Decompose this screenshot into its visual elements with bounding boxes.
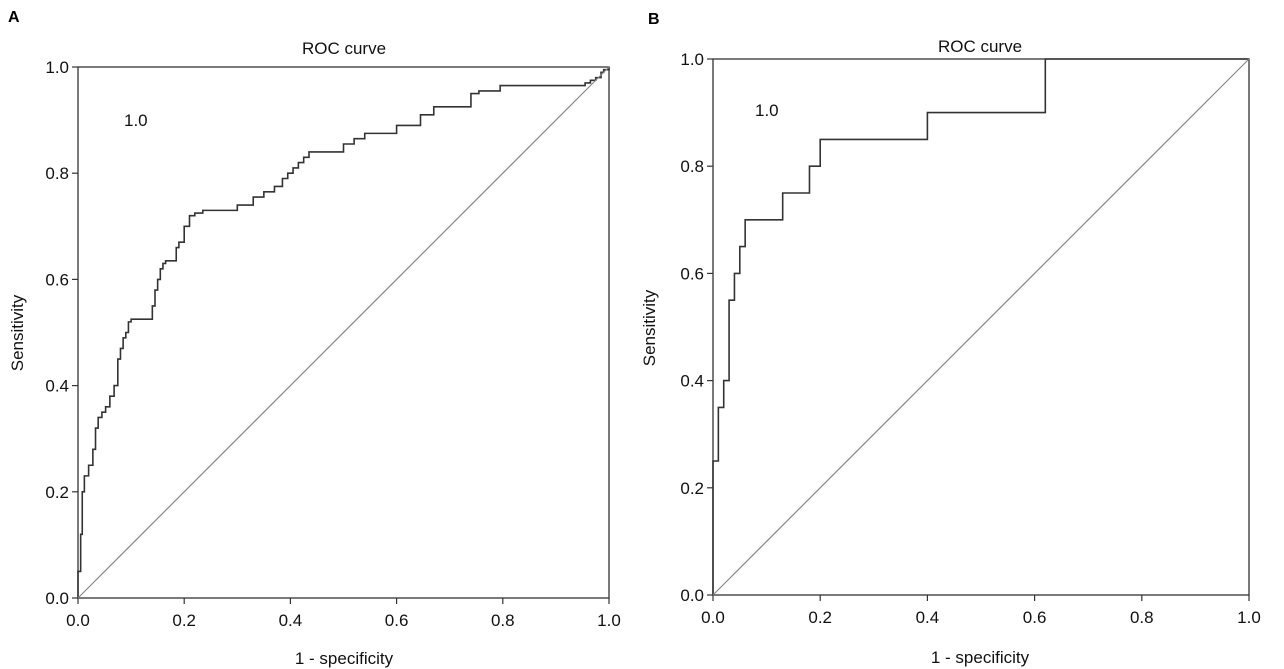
reference-diagonal-line-b: [712, 58, 1250, 596]
x-tick-label-a: 0.0: [66, 611, 90, 630]
x-tick-label-a: 0.4: [279, 611, 303, 630]
y-tick-label-b: 0.4: [680, 372, 704, 391]
plot-area-b: 0.0 0.2 0.4 0.6 0.8 1.0 0.0 0.2 0.4 0.6 0.8 1.0: [680, 50, 1260, 627]
chart-title-a: ROC curve: [302, 39, 386, 58]
roc-curve-line-a: [77, 67, 610, 598]
y-tick-label-a: 0.2: [45, 483, 69, 502]
x-tick-label-b: 0.6: [1023, 608, 1047, 627]
x-tick-label-b: 1.0: [1237, 608, 1261, 627]
y-axis-label-a: Sensitivity: [8, 294, 27, 371]
panel-letter-b: B: [648, 11, 660, 28]
x-tick-label-a: 0.2: [172, 611, 196, 630]
y-tick-label-b: 0.2: [680, 479, 704, 498]
plot-frame-a: [77, 66, 610, 599]
x-tick-label-b: 0.4: [916, 608, 940, 627]
panel-letter-a: A: [8, 9, 20, 26]
y-tick-label-b: 1.0: [680, 50, 704, 69]
reference-diagonal-line-a: [77, 66, 610, 599]
plot-frame-b: [712, 58, 1250, 596]
y-axis-label-b: Sensitivity: [640, 289, 659, 366]
y-tick-label-b: 0.0: [680, 586, 704, 605]
auc-annotation-a: 1.0: [124, 111, 148, 130]
roc-panel-b: B ROC curve 1.0 0.0 0.2 0.4 0.6 0.8 1.0 0.0 0.2…: [640, 11, 1261, 667]
x-tick-label-a: 1.0: [597, 611, 621, 630]
x-tick-label-a: 0.8: [491, 611, 515, 630]
auc-annotation-b: 1.0: [755, 101, 779, 120]
x-tick-label-b: 0.2: [808, 608, 832, 627]
x-tick-label-b: 0.8: [1130, 608, 1154, 627]
x-axis-label-b: 1 - specificity: [931, 648, 1030, 667]
plot-area-a: 0.0 0.2 0.4 0.6 0.8 1.0 0.0 0.2 0.4 0.6 0.8 1.0: [45, 58, 620, 630]
y-tick-label-a: 0.6: [45, 270, 69, 289]
y-tick-label-a: 0.0: [45, 589, 69, 608]
y-tick-label-b: 0.6: [680, 264, 704, 283]
y-tick-label-a: 0.4: [45, 377, 69, 396]
x-tick-label-a: 0.6: [385, 611, 409, 630]
x-axis-label-a: 1 - specificity: [295, 649, 394, 668]
x-tick-label-b: 0.0: [701, 608, 725, 627]
roc-panel-a: A ROC curve 1.0 0.0 0.2 0.4 0.6 0.8 1.0 0.0 0.2…: [8, 9, 621, 668]
y-tick-label-a: 1.0: [45, 58, 69, 77]
y-tick-label-b: 0.8: [680, 157, 704, 176]
chart-title-b: ROC curve: [938, 37, 1022, 56]
y-tick-label-a: 0.8: [45, 164, 69, 183]
roc-curve-line-b: [712, 58, 1249, 595]
